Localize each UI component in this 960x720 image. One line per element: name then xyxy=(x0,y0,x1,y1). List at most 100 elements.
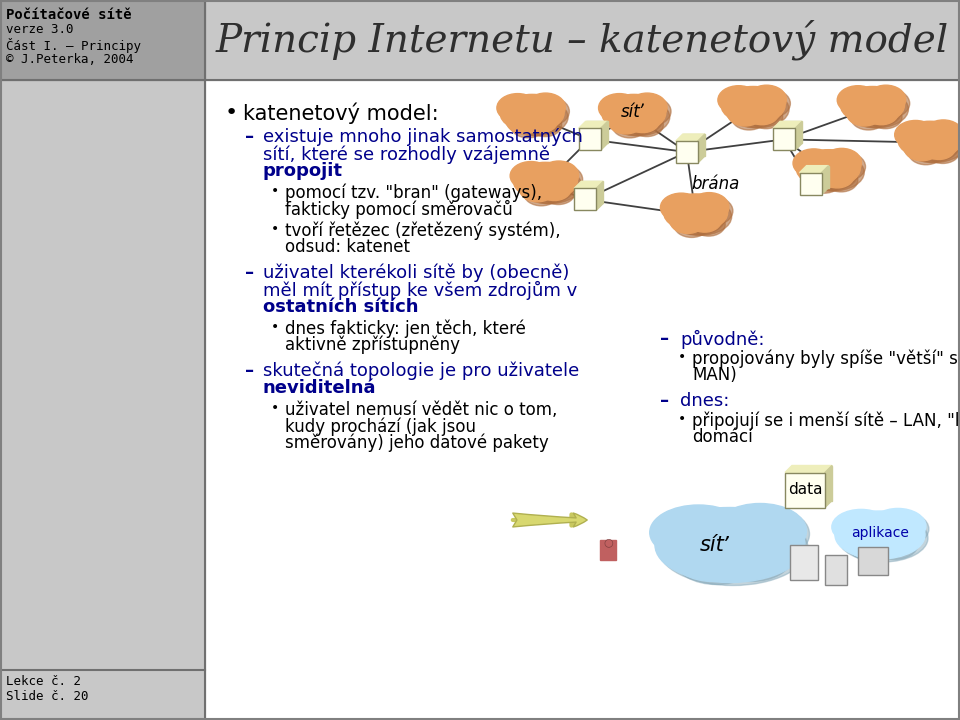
Ellipse shape xyxy=(866,85,905,114)
Ellipse shape xyxy=(630,113,663,137)
Ellipse shape xyxy=(821,164,853,188)
Ellipse shape xyxy=(500,94,564,132)
Polygon shape xyxy=(698,134,705,163)
Ellipse shape xyxy=(869,105,902,129)
Ellipse shape xyxy=(924,120,960,148)
Ellipse shape xyxy=(628,93,667,122)
Ellipse shape xyxy=(603,98,644,126)
Text: Slide č. 20: Slide č. 20 xyxy=(6,690,88,703)
Bar xyxy=(773,128,795,150)
Ellipse shape xyxy=(671,201,725,235)
Ellipse shape xyxy=(848,94,902,127)
Text: Část I. – Principy: Část I. – Principy xyxy=(6,38,141,53)
Ellipse shape xyxy=(747,85,786,114)
Text: aplikace: aplikace xyxy=(852,526,909,540)
Ellipse shape xyxy=(530,97,569,126)
Ellipse shape xyxy=(672,534,755,582)
Polygon shape xyxy=(683,134,705,156)
Ellipse shape xyxy=(524,181,559,206)
Text: data: data xyxy=(788,482,823,498)
Ellipse shape xyxy=(923,136,955,159)
Ellipse shape xyxy=(732,105,767,130)
Ellipse shape xyxy=(517,166,582,204)
Ellipse shape xyxy=(870,508,925,544)
Polygon shape xyxy=(773,122,802,128)
Ellipse shape xyxy=(904,136,940,161)
Ellipse shape xyxy=(825,168,858,192)
Polygon shape xyxy=(795,122,802,150)
Polygon shape xyxy=(780,122,802,143)
Bar xyxy=(800,173,822,194)
Polygon shape xyxy=(601,122,608,150)
Ellipse shape xyxy=(835,513,894,548)
Ellipse shape xyxy=(667,197,721,231)
Ellipse shape xyxy=(515,166,556,194)
Text: sítʼ: sítʼ xyxy=(699,535,731,555)
Text: •: • xyxy=(678,350,686,364)
Bar xyxy=(0,0,205,80)
Text: původně:: původně: xyxy=(680,330,764,349)
Text: –: – xyxy=(660,330,669,348)
Ellipse shape xyxy=(729,94,782,127)
Ellipse shape xyxy=(526,93,565,122)
Text: odsud: katenet: odsud: katenet xyxy=(285,238,410,256)
Ellipse shape xyxy=(541,181,575,204)
Ellipse shape xyxy=(901,125,960,163)
Text: katenetový model:: katenetový model: xyxy=(243,103,439,125)
Ellipse shape xyxy=(507,102,562,135)
Ellipse shape xyxy=(658,510,808,585)
Text: ostatních sítích: ostatních sítích xyxy=(263,298,419,316)
Ellipse shape xyxy=(539,161,579,189)
Ellipse shape xyxy=(844,89,898,123)
Ellipse shape xyxy=(724,89,779,123)
Text: kudy prochází (jak jsou: kudy prochází (jak jsou xyxy=(285,417,476,436)
Text: aktivně zpřístupněny: aktivně zpřístupněny xyxy=(285,336,460,354)
Text: –: – xyxy=(245,362,254,380)
Ellipse shape xyxy=(803,164,838,189)
Ellipse shape xyxy=(626,109,660,132)
Ellipse shape xyxy=(840,86,904,124)
Polygon shape xyxy=(785,466,832,472)
Ellipse shape xyxy=(851,105,886,130)
Ellipse shape xyxy=(528,113,562,137)
Ellipse shape xyxy=(716,506,809,562)
Ellipse shape xyxy=(908,140,944,165)
Ellipse shape xyxy=(718,86,759,114)
Ellipse shape xyxy=(712,536,791,582)
Ellipse shape xyxy=(538,177,571,201)
Ellipse shape xyxy=(516,166,571,199)
Text: propojovány byly spíše "větší" sítě (WAN,: propojovány byly spíše "větší" sítě (WAN… xyxy=(692,350,960,369)
Bar xyxy=(574,189,596,210)
Ellipse shape xyxy=(832,510,890,544)
Ellipse shape xyxy=(675,536,757,585)
Ellipse shape xyxy=(868,528,915,557)
Ellipse shape xyxy=(822,148,861,177)
Ellipse shape xyxy=(653,508,751,563)
Polygon shape xyxy=(596,181,603,210)
Ellipse shape xyxy=(688,209,721,232)
Ellipse shape xyxy=(510,161,552,190)
Bar xyxy=(858,547,888,575)
Ellipse shape xyxy=(497,94,539,122)
Ellipse shape xyxy=(873,511,929,546)
Ellipse shape xyxy=(655,508,805,582)
Ellipse shape xyxy=(800,153,853,186)
Ellipse shape xyxy=(865,102,898,125)
Polygon shape xyxy=(792,466,832,500)
Ellipse shape xyxy=(605,97,660,131)
Polygon shape xyxy=(676,134,705,141)
Bar xyxy=(579,128,601,150)
Text: tvoří řetězec (zřetězený systém),: tvoří řetězec (zřetězený systém), xyxy=(285,222,561,240)
Ellipse shape xyxy=(722,90,763,118)
Ellipse shape xyxy=(606,99,670,136)
Ellipse shape xyxy=(667,198,732,235)
Text: pomocí tzv. "bran" (gateways),: pomocí tzv. "bran" (gateways), xyxy=(285,184,542,202)
Text: brána: brána xyxy=(692,175,740,193)
Text: •: • xyxy=(271,401,279,415)
Text: •: • xyxy=(225,103,238,123)
Text: neviditelná: neviditelná xyxy=(263,379,376,397)
Bar xyxy=(676,141,698,163)
Ellipse shape xyxy=(898,121,960,158)
Ellipse shape xyxy=(674,212,709,238)
Bar xyxy=(785,472,825,508)
